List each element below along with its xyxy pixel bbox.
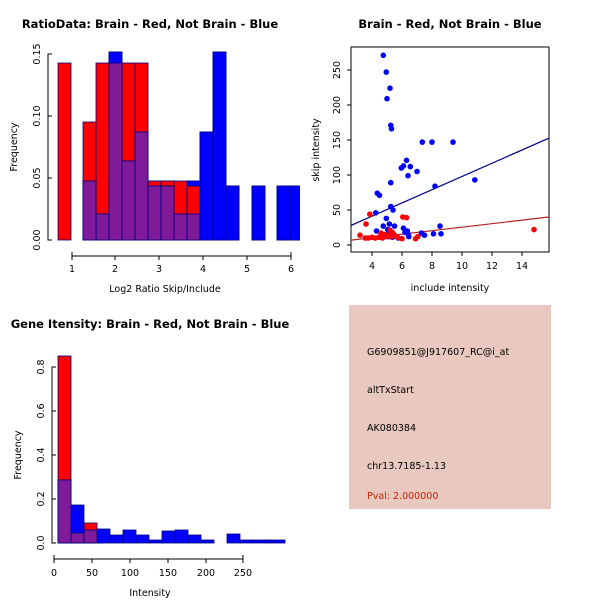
gene-y-tick-4: 0.8 <box>36 359 47 374</box>
ratio-histogram-svg: RatioData: Brain - Red, Not Brain - Blue… <box>9 17 300 295</box>
ratio-y-tick-3: 0.15 <box>32 43 43 64</box>
gene-y-tick-0: 0.0 <box>36 535 47 550</box>
scatter-title: Brain - Red, Not Brain - Blue <box>358 17 541 31</box>
gene-intensity-title: Gene Itensity: Brain - Red, Not Brain - … <box>11 317 290 331</box>
scatter-x-axis-label: include intensity <box>411 283 490 294</box>
panel-ratio-histogram: RatioData: Brain - Red, Not Brain - Blue… <box>0 0 300 300</box>
ratio-bars-overlap-purple <box>82 62 201 241</box>
ratio-y-tick-2: 0.10 <box>32 105 43 126</box>
scatter-y-axis: 0 50 100 150 200 250 skip intensity <box>311 61 351 248</box>
scatter-x-tick-0: 4 <box>369 261 375 272</box>
ratio-y-tick-0: 0.00 <box>32 229 43 250</box>
scatter-points-not-brain <box>373 52 478 241</box>
info-line-accession: AK080384 <box>367 423 416 434</box>
gene-intensity-svg: Gene Itensity: Brain - Red, Not Brain - … <box>11 317 290 599</box>
gene-bars-overlap-purple <box>57 479 98 544</box>
scatter-y-tick-2: 100 <box>332 166 343 184</box>
ratio-y-axis-label: Frequency <box>9 122 20 171</box>
scatter-x-tick-5: 14 <box>516 261 528 272</box>
info-line-probe-id: G6909851@J917607_RC@i_at <box>367 347 510 358</box>
scatter-x-tick-1: 6 <box>399 261 405 272</box>
scatter-x-tick-2: 8 <box>429 261 435 272</box>
intensity-scatter-svg: Brain - Red, Not Brain - Blue 0 50 100 1… <box>311 17 550 294</box>
gene-info-box: G6909851@J917607_RC@i_at altTxStart AK08… <box>349 305 551 509</box>
panel-intensity-scatter: Brain - Red, Not Brain - Blue 0 50 100 1… <box>300 0 600 300</box>
scatter-points-brain <box>357 211 537 242</box>
scatter-y-tick-0: 0 <box>332 242 343 248</box>
scatter-x-tick-3: 10 <box>456 261 468 272</box>
ratio-histogram-title: RatioData: Brain - Red, Not Brain - Blue <box>22 17 279 31</box>
gene-y-axis-label: Frequency <box>13 430 24 479</box>
gene-x-tick-4: 200 <box>197 568 215 579</box>
scatter-y-tick-5: 250 <box>332 61 343 79</box>
ratio-x-tick-1: 2 <box>112 264 118 275</box>
gene-x-tick-5: 250 <box>234 568 252 579</box>
gene-y-tick-3: 0.6 <box>36 403 47 418</box>
fit-line-not-brain <box>351 137 549 226</box>
ratio-x-axis-label: Log2 Ratio Skip/Include <box>109 284 221 295</box>
scatter-x-axis: 4 6 8 10 12 14 include intensity <box>369 252 528 294</box>
ratio-x-tick-5: 6 <box>288 264 294 275</box>
ratio-x-tick-2: 3 <box>156 264 162 275</box>
gene-y-tick-1: 0.2 <box>36 491 47 506</box>
info-line-locus: chr13.7185-1.13 <box>367 461 447 472</box>
ratio-x-tick-4: 5 <box>244 264 250 275</box>
gene-x-tick-1: 50 <box>86 568 98 579</box>
info-line-pval: Pval: 2.000000 <box>367 491 439 502</box>
info-line-event-type: altTxStart <box>367 385 414 396</box>
ratio-histogram-x-axis: 1 2 3 4 5 6 Log2 Ratio Skip/Include <box>69 252 294 295</box>
scatter-y-tick-4: 200 <box>332 96 343 114</box>
panel-gene-intensity-histogram: Gene Itensity: Brain - Red, Not Brain - … <box>0 300 300 600</box>
scatter-y-tick-3: 150 <box>332 131 343 149</box>
gene-x-tick-3: 150 <box>159 568 177 579</box>
scatter-x-tick-4: 12 <box>486 261 498 272</box>
ratio-x-tick-3: 4 <box>200 264 206 275</box>
gene-x-tick-2: 100 <box>121 568 139 579</box>
ratio-x-tick-0: 1 <box>69 264 75 275</box>
gene-y-tick-2: 0.4 <box>36 447 47 462</box>
ratio-y-tick-1: 0.05 <box>32 167 43 188</box>
scatter-y-axis-label: skip intensity <box>311 118 322 182</box>
ratio-bars-blue-overlay <box>108 51 300 241</box>
gene-x-axis-label: Intensity <box>129 588 171 599</box>
gene-intensity-x-axis: 0 50 100 150 200 250 Intensity <box>51 555 252 599</box>
gene-intensity-y-axis: 0.8 0.6 0.4 0.2 0.0 Frequency <box>13 359 56 551</box>
gene-x-tick-0: 0 <box>51 568 57 579</box>
panel-gene-info: G6909851@J917607_RC@i_at altTxStart AK08… <box>300 300 600 600</box>
ratio-histogram-y-axis: 0.15 0.10 0.05 0.00 Frequency <box>9 43 52 251</box>
scatter-y-tick-1: 50 <box>332 204 343 216</box>
